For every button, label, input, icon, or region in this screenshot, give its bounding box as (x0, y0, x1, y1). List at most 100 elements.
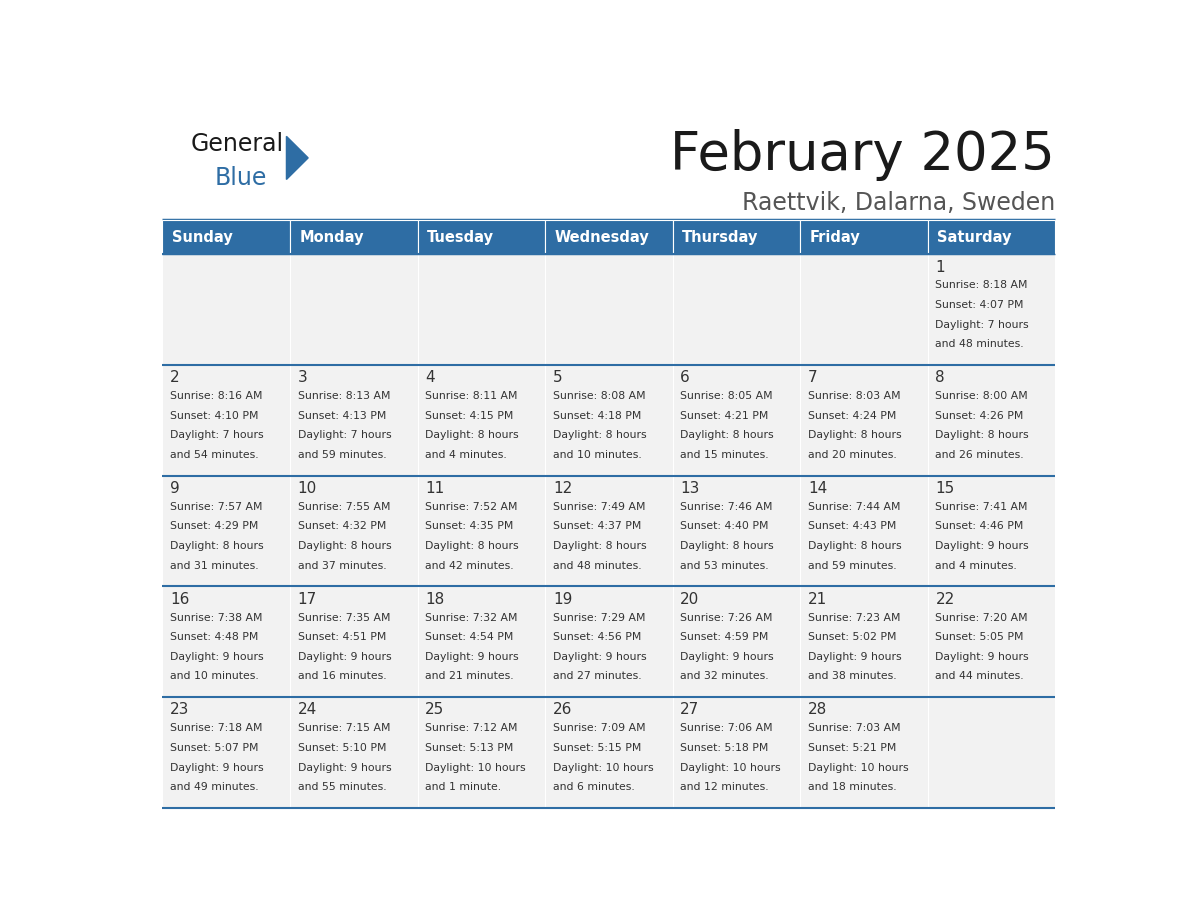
Text: Daylight: 8 hours: Daylight: 8 hours (298, 541, 391, 551)
Text: Sunrise: 7:06 AM: Sunrise: 7:06 AM (681, 723, 773, 733)
Text: Daylight: 8 hours: Daylight: 8 hours (425, 541, 519, 551)
Text: Daylight: 8 hours: Daylight: 8 hours (425, 431, 519, 441)
Text: Sunrise: 7:35 AM: Sunrise: 7:35 AM (298, 612, 390, 622)
Text: Sunset: 5:13 PM: Sunset: 5:13 PM (425, 743, 513, 753)
Bar (417, 254, 545, 364)
Bar (417, 220, 545, 254)
Bar (545, 220, 672, 254)
Text: and 20 minutes.: and 20 minutes. (808, 450, 897, 460)
Text: Daylight: 9 hours: Daylight: 9 hours (298, 763, 391, 773)
Text: Daylight: 8 hours: Daylight: 8 hours (808, 431, 902, 441)
Text: Sunset: 5:21 PM: Sunset: 5:21 PM (808, 743, 896, 753)
Text: Sunset: 4:26 PM: Sunset: 4:26 PM (935, 410, 1024, 420)
Text: and 55 minutes.: and 55 minutes. (298, 782, 386, 792)
Text: Daylight: 9 hours: Daylight: 9 hours (681, 652, 775, 662)
Bar (545, 587, 672, 697)
Text: Daylight: 8 hours: Daylight: 8 hours (552, 431, 646, 441)
Text: Sunset: 4:29 PM: Sunset: 4:29 PM (170, 521, 259, 532)
Text: 8: 8 (935, 370, 946, 386)
Text: and 32 minutes.: and 32 minutes. (681, 671, 769, 681)
Text: Daylight: 9 hours: Daylight: 9 hours (935, 652, 1029, 662)
Text: 28: 28 (808, 702, 827, 718)
Text: and 1 minute.: and 1 minute. (425, 782, 501, 792)
Text: and 31 minutes.: and 31 minutes. (170, 561, 259, 571)
Text: and 12 minutes.: and 12 minutes. (681, 782, 769, 792)
Bar (672, 697, 801, 808)
Text: 10: 10 (298, 481, 317, 496)
Text: Sunset: 4:24 PM: Sunset: 4:24 PM (808, 410, 896, 420)
Text: Sunset: 4:18 PM: Sunset: 4:18 PM (552, 410, 642, 420)
Text: 13: 13 (681, 481, 700, 496)
Text: Daylight: 9 hours: Daylight: 9 hours (425, 652, 519, 662)
Text: Raettvik, Dalarna, Sweden: Raettvik, Dalarna, Sweden (742, 191, 1055, 215)
Polygon shape (286, 137, 308, 179)
Text: Sunrise: 7:41 AM: Sunrise: 7:41 AM (935, 502, 1028, 511)
Text: Sunset: 4:51 PM: Sunset: 4:51 PM (298, 633, 386, 643)
Text: Sunrise: 7:38 AM: Sunrise: 7:38 AM (170, 612, 263, 622)
Text: Sunrise: 7:52 AM: Sunrise: 7:52 AM (425, 502, 518, 511)
Text: Sunset: 5:15 PM: Sunset: 5:15 PM (552, 743, 642, 753)
Text: and 21 minutes.: and 21 minutes. (425, 671, 514, 681)
Text: Sunset: 4:54 PM: Sunset: 4:54 PM (425, 633, 513, 643)
Text: Friday: Friday (809, 230, 860, 245)
Text: 15: 15 (935, 481, 955, 496)
Text: 12: 12 (552, 481, 573, 496)
Text: 4: 4 (425, 370, 435, 386)
Text: Sunrise: 7:49 AM: Sunrise: 7:49 AM (552, 502, 645, 511)
Text: Daylight: 9 hours: Daylight: 9 hours (935, 541, 1029, 551)
Text: and 48 minutes.: and 48 minutes. (935, 340, 1024, 349)
Text: Sunrise: 7:03 AM: Sunrise: 7:03 AM (808, 723, 901, 733)
Bar (801, 476, 928, 587)
Text: Sunset: 4:56 PM: Sunset: 4:56 PM (552, 633, 642, 643)
Bar (290, 364, 417, 476)
Bar (290, 254, 417, 364)
Text: and 38 minutes.: and 38 minutes. (808, 671, 897, 681)
Text: Daylight: 8 hours: Daylight: 8 hours (808, 541, 902, 551)
Text: Daylight: 8 hours: Daylight: 8 hours (170, 541, 264, 551)
Text: Sunset: 4:13 PM: Sunset: 4:13 PM (298, 410, 386, 420)
Text: Sunrise: 8:16 AM: Sunrise: 8:16 AM (170, 391, 263, 401)
Text: 22: 22 (935, 592, 955, 607)
Text: Daylight: 9 hours: Daylight: 9 hours (552, 652, 646, 662)
Text: 16: 16 (170, 592, 190, 607)
Bar (928, 254, 1055, 364)
Text: 6: 6 (681, 370, 690, 386)
Text: Sunset: 4:15 PM: Sunset: 4:15 PM (425, 410, 513, 420)
Text: and 4 minutes.: and 4 minutes. (425, 450, 507, 460)
Text: Sunset: 5:05 PM: Sunset: 5:05 PM (935, 633, 1024, 643)
Text: Tuesday: Tuesday (426, 230, 494, 245)
Text: Sunset: 4:46 PM: Sunset: 4:46 PM (935, 521, 1024, 532)
Text: Sunrise: 8:05 AM: Sunrise: 8:05 AM (681, 391, 773, 401)
Text: 9: 9 (170, 481, 179, 496)
Text: Sunrise: 8:13 AM: Sunrise: 8:13 AM (298, 391, 390, 401)
Bar (163, 220, 290, 254)
Text: Sunset: 5:10 PM: Sunset: 5:10 PM (298, 743, 386, 753)
Text: and 6 minutes.: and 6 minutes. (552, 782, 634, 792)
Text: Daylight: 7 hours: Daylight: 7 hours (170, 431, 264, 441)
Bar (672, 476, 801, 587)
Text: and 59 minutes.: and 59 minutes. (808, 561, 897, 571)
Text: and 26 minutes.: and 26 minutes. (935, 450, 1024, 460)
Text: 24: 24 (298, 702, 317, 718)
Text: Daylight: 10 hours: Daylight: 10 hours (425, 763, 526, 773)
Bar (417, 364, 545, 476)
Text: Sunrise: 7:46 AM: Sunrise: 7:46 AM (681, 502, 773, 511)
Text: 26: 26 (552, 702, 573, 718)
Text: Daylight: 9 hours: Daylight: 9 hours (170, 652, 264, 662)
Text: 20: 20 (681, 592, 700, 607)
Bar (801, 220, 928, 254)
Bar (672, 587, 801, 697)
Text: Blue: Blue (214, 165, 267, 190)
Text: Sunrise: 8:18 AM: Sunrise: 8:18 AM (935, 280, 1028, 290)
Bar (928, 587, 1055, 697)
Text: Saturday: Saturday (937, 230, 1011, 245)
Text: Sunrise: 8:08 AM: Sunrise: 8:08 AM (552, 391, 645, 401)
Text: Monday: Monday (299, 230, 364, 245)
Text: and 15 minutes.: and 15 minutes. (681, 450, 769, 460)
Text: Wednesday: Wednesday (555, 230, 649, 245)
Text: Daylight: 10 hours: Daylight: 10 hours (808, 763, 909, 773)
Text: and 10 minutes.: and 10 minutes. (552, 450, 642, 460)
Text: Sunset: 5:18 PM: Sunset: 5:18 PM (681, 743, 769, 753)
Text: Thursday: Thursday (682, 230, 758, 245)
Bar (163, 364, 290, 476)
